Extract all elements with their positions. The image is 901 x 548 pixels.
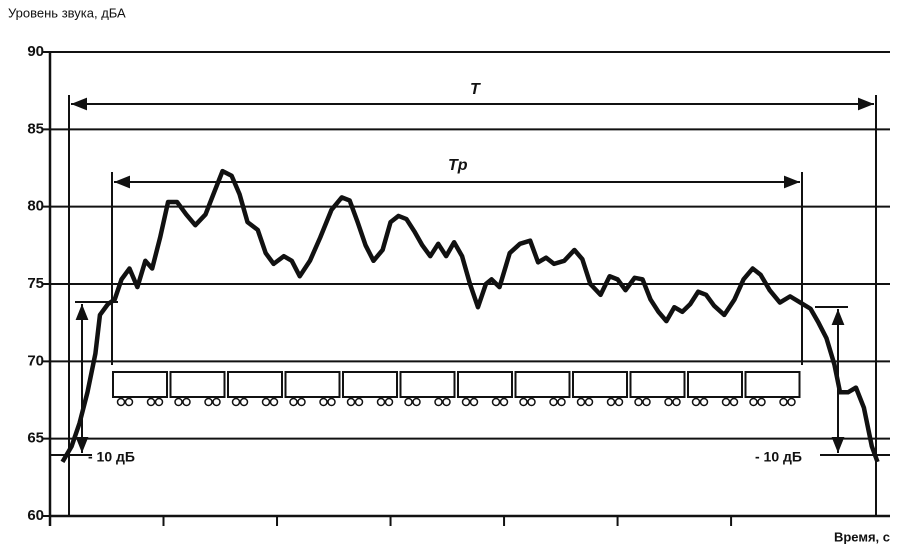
wheel	[297, 397, 306, 407]
wheel	[672, 397, 681, 407]
right-drop-label: - 10 дБ	[755, 449, 802, 465]
annotations: T Tp - 10 дБ - 10 дБ	[50, 81, 890, 516]
wheel	[614, 397, 624, 407]
y-tick-label: 75	[27, 275, 44, 292]
wagon	[284, 371, 341, 398]
wheel	[231, 397, 241, 407]
train	[112, 371, 801, 407]
y-tick-label: 60	[27, 507, 44, 524]
wheel	[204, 397, 213, 407]
wheel	[757, 397, 766, 407]
wheel	[212, 397, 221, 407]
wheel	[576, 397, 586, 407]
wheel	[691, 397, 701, 407]
wheel	[269, 397, 279, 407]
wheel	[721, 397, 731, 407]
wheel	[557, 397, 566, 407]
wheel	[519, 397, 528, 407]
wheel	[116, 397, 126, 407]
y-tick-label: 90	[27, 43, 44, 60]
wagon	[399, 371, 456, 398]
wagon	[514, 371, 571, 398]
wheel	[499, 397, 509, 407]
wheel	[384, 397, 394, 407]
wheel	[442, 397, 451, 407]
x-axis-label: Время, с	[834, 529, 890, 544]
wheel	[239, 397, 249, 407]
wagon	[342, 371, 398, 398]
wheel	[491, 397, 501, 407]
wheel	[749, 397, 758, 407]
wheel	[469, 397, 479, 407]
wheel	[182, 397, 191, 407]
wheel	[146, 397, 156, 407]
t-label: T	[470, 81, 481, 98]
wagon	[227, 371, 283, 398]
wheel	[434, 397, 443, 407]
wheel	[124, 397, 134, 407]
wheel	[327, 397, 336, 407]
wagon	[629, 371, 686, 398]
wheel	[376, 397, 386, 407]
wheel	[787, 397, 796, 407]
wheel	[729, 397, 739, 407]
wheel	[154, 397, 164, 407]
y-axis-label: Уровень звука, дБА	[8, 5, 126, 20]
y-tick-label: 65	[27, 430, 44, 447]
wheel	[346, 397, 356, 407]
wagon	[169, 371, 226, 398]
y-tick-label: 85	[27, 120, 44, 137]
wheel	[634, 397, 643, 407]
wheel	[642, 397, 651, 407]
y-tick-label: 70	[27, 352, 44, 369]
wheel	[461, 397, 471, 407]
wheel	[664, 397, 673, 407]
wheel	[412, 397, 421, 407]
wagon	[112, 371, 168, 398]
wheel	[584, 397, 594, 407]
wheel	[779, 397, 788, 407]
wheel	[289, 397, 298, 407]
wheel	[699, 397, 709, 407]
wheel	[174, 397, 183, 407]
wagon	[572, 371, 628, 398]
wheel	[404, 397, 413, 407]
wagon	[457, 371, 513, 398]
wheel	[354, 397, 364, 407]
tp-label: Tp	[448, 157, 468, 174]
wheel	[606, 397, 616, 407]
wagon	[744, 371, 801, 398]
left-drop-label: - 10 дБ	[88, 449, 135, 465]
wagon	[687, 371, 743, 398]
wheel	[261, 397, 271, 407]
sound-level-line	[60, 168, 880, 464]
wheel	[549, 397, 558, 407]
wheel	[319, 397, 328, 407]
y-tick-label: 80	[27, 198, 44, 215]
wheel	[527, 397, 536, 407]
